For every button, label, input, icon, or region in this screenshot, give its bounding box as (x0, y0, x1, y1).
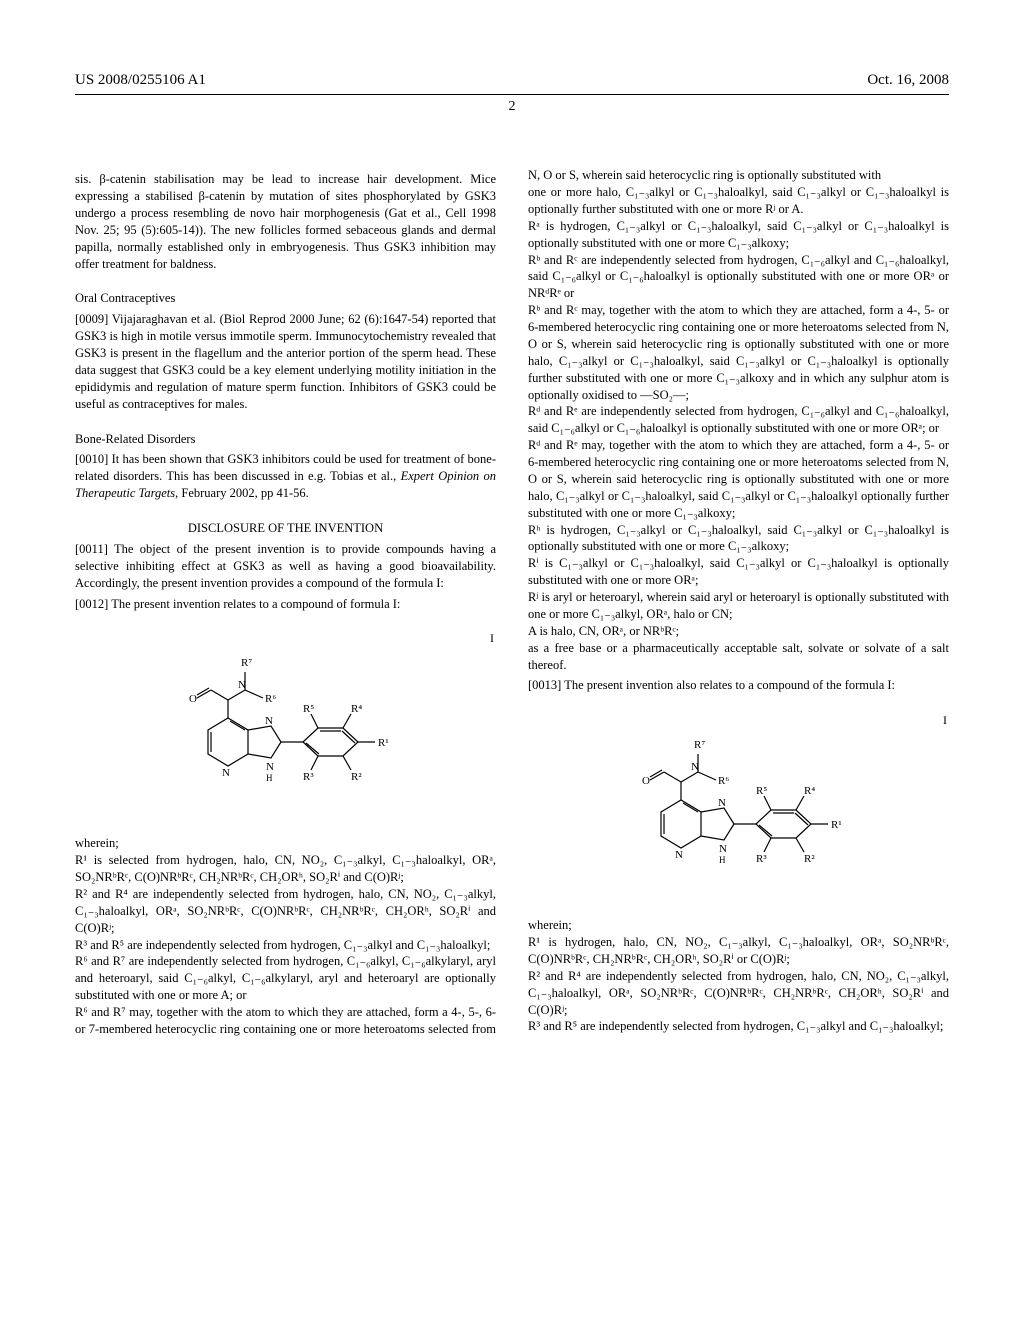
svg-text:N: N (266, 761, 274, 773)
svg-text:R⁵: R⁵ (756, 785, 767, 797)
para-num: [0011] (75, 542, 108, 556)
ra-def: Rᵃ is hydrogen, C₁₋₃alkyl or C₁₋₃haloalk… (528, 218, 949, 252)
chemical-structure-2: I (528, 712, 949, 907)
svg-text:R⁷: R⁷ (694, 739, 705, 751)
pub-number: US 2008/0255106 A1 (75, 70, 206, 90)
wherein-2: wherein; (528, 917, 949, 934)
rj-def: Rʲ is aryl or heteroaryl, wherein said a… (528, 589, 949, 623)
r2r4b-def: R² and R⁴ are independently selected fro… (528, 968, 949, 1019)
svg-text:R⁴: R⁴ (351, 703, 362, 715)
para-0013: [0013] The present invention also relate… (528, 677, 949, 694)
bone-title: Bone-Related Disorders (75, 431, 496, 448)
pub-date: Oct. 16, 2008 (867, 70, 949, 90)
svg-text:N: N (718, 797, 726, 809)
definitions-block-2: one or more halo, C₁₋₃alkyl or C₁₋₃haloa… (528, 184, 949, 673)
ri-def: Rⁱ is C₁₋₃alkyl or C₁₋₃haloalkyl, said C… (528, 555, 949, 589)
definitions-block-3: wherein; R¹ is hydrogen, halo, CN, NO₂, … (528, 917, 949, 1035)
svg-text:N: N (265, 715, 273, 727)
svg-text:N: N (719, 843, 727, 855)
svg-text:R²: R² (804, 853, 815, 865)
para-0010: [0010] It has been shown that GSK3 inhib… (75, 451, 496, 502)
svg-text:R²: R² (351, 771, 362, 783)
para-num: [0013] (528, 678, 561, 692)
oral-title: Oral Contraceptives (75, 290, 496, 307)
svg-text:N: N (238, 679, 246, 691)
r1b-def: R¹ is hydrogen, halo, CN, NO₂, C₁₋₃alkyl… (528, 934, 949, 968)
rbrc-def2: Rᵇ and Rᶜ may, together with the atom to… (528, 302, 949, 403)
rdre-def2: Rᵈ and Rᵉ may, together with the atom to… (528, 437, 949, 521)
a-def: A is halo, CN, ORᵃ, or NRᵇRᶜ; (528, 623, 949, 640)
svg-text:R³: R³ (756, 853, 767, 865)
rbrc-def1: Rᵇ and Rᶜ are independently selected fro… (528, 252, 949, 303)
r1-def: R¹ is selected from hydrogen, halo, CN, … (75, 852, 496, 886)
col2-cont: one or more halo, C₁₋₃alkyl or C₁₋₃haloa… (528, 184, 949, 218)
svg-text:N: N (222, 767, 230, 779)
r3r5-def: R³ and R⁵ are independently selected fro… (75, 937, 496, 954)
freebase: as a free base or a pharmaceutically acc… (528, 640, 949, 674)
svg-text:R³: R³ (303, 771, 314, 783)
chemical-structure-1: I (75, 630, 496, 825)
svg-text:O: O (642, 775, 650, 787)
svg-text:R¹: R¹ (831, 819, 842, 831)
svg-text:R⁴: R⁴ (804, 785, 815, 797)
para-num: [0012] (75, 597, 108, 611)
svg-text:H: H (266, 773, 273, 783)
r3r5b-def: R³ and R⁵ are independently selected fro… (528, 1018, 949, 1035)
svg-text:H: H (719, 855, 726, 865)
formula-label: I (490, 630, 494, 646)
disclosure-title: DISCLOSURE OF THE INVENTION (75, 520, 496, 537)
body-columns: sis. β-catenin stabilisation may be lead… (75, 167, 949, 1038)
svg-text:N: N (691, 761, 699, 773)
structure-svg-2: O R⁷ N R⁶ N N N H R⁵ R⁴ R¹ R² R³ (616, 712, 856, 902)
svg-text:R⁵: R⁵ (303, 703, 314, 715)
svg-text:N: N (675, 849, 683, 861)
structure-svg: O R⁷ N R⁶ N N N H R⁵ R⁴ R¹ R² R³ (163, 630, 403, 820)
para-num: [0009] (75, 312, 108, 326)
page-header: US 2008/0255106 A1 Oct. 16, 2008 (75, 70, 949, 95)
rdre-def1: Rᵈ and Rᵉ are independently selected fro… (528, 403, 949, 437)
wherein: wherein; (75, 835, 496, 852)
rh-def: Rʰ is hydrogen, C₁₋₃alkyl or C₁₋₃haloalk… (528, 522, 949, 556)
r6r7-def-a: R⁶ and R⁷ are independently selected fro… (75, 953, 496, 1004)
svg-text:R⁶: R⁶ (265, 693, 276, 705)
svg-text:R⁷: R⁷ (241, 657, 252, 669)
formula-label-2: I (943, 712, 947, 728)
svg-text:R⁶: R⁶ (718, 775, 729, 787)
intro-para: sis. β-catenin stabilisation may be lead… (75, 171, 496, 272)
r2r4-def: R² and R⁴ are independently selected fro… (75, 886, 496, 937)
svg-text:O: O (189, 693, 197, 705)
para-num: [0010] (75, 452, 108, 466)
page-number: 2 (75, 98, 949, 117)
para-0012: [0012] The present invention relates to … (75, 596, 496, 613)
para-0009: [0009] Vijajaraghavan et al. (Biol Repro… (75, 311, 496, 412)
svg-text:R¹: R¹ (378, 737, 389, 749)
para-0011: [0011] The object of the present inventi… (75, 541, 496, 592)
